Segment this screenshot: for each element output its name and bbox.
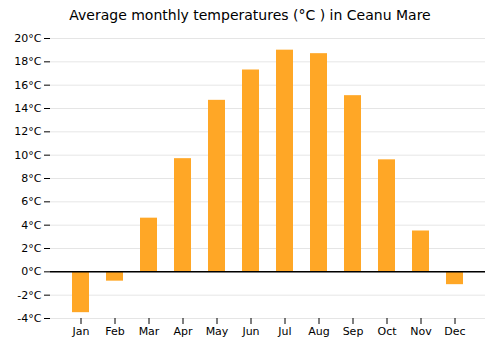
svg-text:14°C: 14°C <box>14 102 41 115</box>
svg-text:Oct: Oct <box>377 325 397 338</box>
svg-text:Feb: Feb <box>105 325 124 338</box>
svg-text:2°C: 2°C <box>21 242 41 255</box>
svg-text:8°C: 8°C <box>21 172 41 185</box>
svg-text:10°C: 10°C <box>14 149 41 162</box>
svg-text:Jul: Jul <box>277 325 291 338</box>
svg-text:Dec: Dec <box>444 325 465 338</box>
svg-text:18°C: 18°C <box>14 55 41 68</box>
svg-text:Sep: Sep <box>343 325 364 338</box>
svg-text:May: May <box>206 325 229 338</box>
svg-text:16°C: 16°C <box>14 79 41 92</box>
svg-text:Mar: Mar <box>139 325 160 338</box>
svg-text:12°C: 12°C <box>14 125 41 138</box>
svg-text:-2°C: -2°C <box>17 289 41 302</box>
svg-text:-4°C: -4°C <box>17 312 41 325</box>
svg-text:Jun: Jun <box>241 325 259 338</box>
svg-text:Aug: Aug <box>308 325 329 338</box>
svg-text:Nov: Nov <box>410 325 432 338</box>
html-text:Average monthly temperatures (: Average monthly temperatures (°C ) in Ce… <box>69 7 431 23</box>
svg-text:20°C: 20°C <box>14 32 41 45</box>
svg-text:Jan: Jan <box>72 325 90 338</box>
svg-text:0°C: 0°C <box>21 265 41 278</box>
svg-text:Apr: Apr <box>173 325 193 338</box>
svg-text:6°C: 6°C <box>21 195 41 208</box>
svg-text:4°C: 4°C <box>21 219 41 232</box>
